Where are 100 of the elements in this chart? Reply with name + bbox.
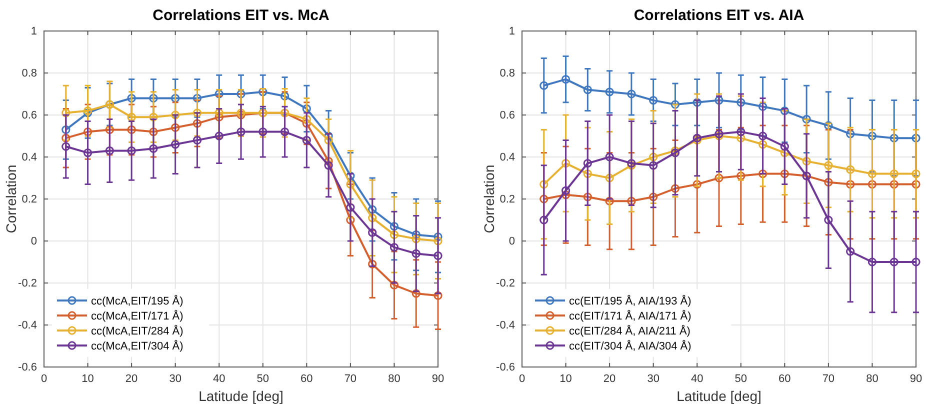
point	[627, 158, 636, 168]
point	[868, 180, 877, 189]
point	[127, 125, 136, 134]
y-tick-label: -0.6	[18, 362, 37, 374]
point	[390, 230, 399, 240]
point	[324, 136, 333, 145]
y-axis-title: Correlation	[481, 164, 497, 234]
point	[846, 165, 855, 174]
y-tick-label: -0.6	[496, 362, 515, 374]
point	[390, 242, 399, 252]
point	[171, 110, 180, 120]
y-tick-label: 1	[508, 26, 515, 38]
point	[583, 192, 592, 202]
point	[236, 127, 246, 136]
point	[412, 249, 420, 258]
y-tick-label: 0.4	[22, 152, 37, 164]
point	[780, 106, 789, 116]
point	[62, 125, 70, 134]
x-tick-label: 20	[603, 372, 616, 385]
x-tick-label: 10	[82, 372, 94, 385]
legend-label: cc(EIT/284 Å, AIA/211 Å)	[569, 324, 690, 338]
point	[346, 203, 355, 212]
point	[127, 146, 136, 156]
point	[258, 127, 268, 136]
point	[627, 90, 636, 98]
x-tick-label: 40	[212, 372, 226, 385]
point	[171, 123, 180, 132]
point	[890, 134, 898, 142]
point	[736, 127, 746, 136]
x-tick-label: 0	[40, 372, 48, 385]
point	[605, 152, 614, 162]
y-tick-label: 0	[508, 236, 515, 248]
point	[846, 130, 855, 138]
x-tick-label: 0	[518, 372, 526, 385]
point	[605, 88, 614, 96]
x-tick-label: 80	[866, 372, 878, 385]
point	[561, 190, 570, 200]
x-tick-label: 60	[300, 372, 313, 385]
y-tick-label: 0.6	[22, 110, 37, 122]
point	[912, 134, 920, 142]
y-tick-label: -0.2	[496, 278, 515, 290]
point	[83, 127, 92, 136]
point	[302, 114, 311, 124]
point	[105, 146, 114, 156]
point	[758, 132, 768, 140]
point	[714, 174, 724, 182]
point	[62, 108, 70, 118]
point	[83, 106, 92, 116]
point	[540, 81, 548, 90]
legend-label: cc(McA,EIT/171 Å)	[91, 310, 184, 322]
point	[192, 136, 202, 145]
y-tick-label: 0.8	[500, 68, 515, 80]
point	[649, 152, 658, 162]
point	[540, 216, 548, 224]
point	[649, 161, 658, 170]
point	[736, 134, 746, 142]
y-tick-label: 1	[30, 26, 37, 38]
point	[736, 172, 746, 180]
legend-label: cc(McA,EIT/195 Å)	[91, 294, 184, 308]
point	[561, 74, 570, 84]
point	[912, 258, 920, 266]
point	[561, 158, 570, 168]
point	[324, 161, 333, 170]
point	[302, 119, 311, 128]
point	[434, 291, 442, 300]
x-tick-label: 40	[690, 372, 704, 385]
x-tick-label: 90	[910, 372, 922, 385]
point	[758, 169, 768, 178]
point	[412, 230, 420, 240]
point	[824, 161, 833, 170]
point	[214, 132, 224, 140]
point	[912, 180, 920, 189]
point	[62, 142, 70, 151]
point	[149, 127, 158, 136]
point	[302, 104, 311, 114]
x-axis-title: Latitude [deg]	[676, 388, 762, 404]
legend-label: cc(McA,EIT/304 Å)	[91, 340, 184, 352]
point	[868, 258, 877, 266]
point	[127, 94, 136, 103]
point	[390, 222, 399, 231]
point	[890, 258, 898, 266]
chart-title: Correlations EIT vs. McA	[152, 7, 330, 24]
point	[368, 214, 377, 222]
y-tick-label: -0.2	[18, 278, 37, 290]
point	[714, 96, 724, 105]
point	[192, 108, 202, 118]
point	[670, 148, 680, 158]
point	[412, 289, 420, 298]
point	[236, 90, 246, 98]
legend-label: cc(EIT/304 Å, AIA/304 Å)	[569, 340, 692, 352]
y-tick-label: 0.2	[500, 194, 515, 206]
point	[149, 94, 158, 103]
point	[802, 114, 811, 124]
legend-label: cc(EIT/195 Å, AIA/193 Å)	[569, 294, 692, 308]
x-tick-label: 70	[344, 372, 357, 385]
y-tick-label: 0.8	[22, 68, 37, 80]
point	[368, 205, 377, 214]
point	[692, 180, 702, 189]
point	[258, 88, 268, 96]
x-tick-label: 30	[647, 372, 660, 385]
